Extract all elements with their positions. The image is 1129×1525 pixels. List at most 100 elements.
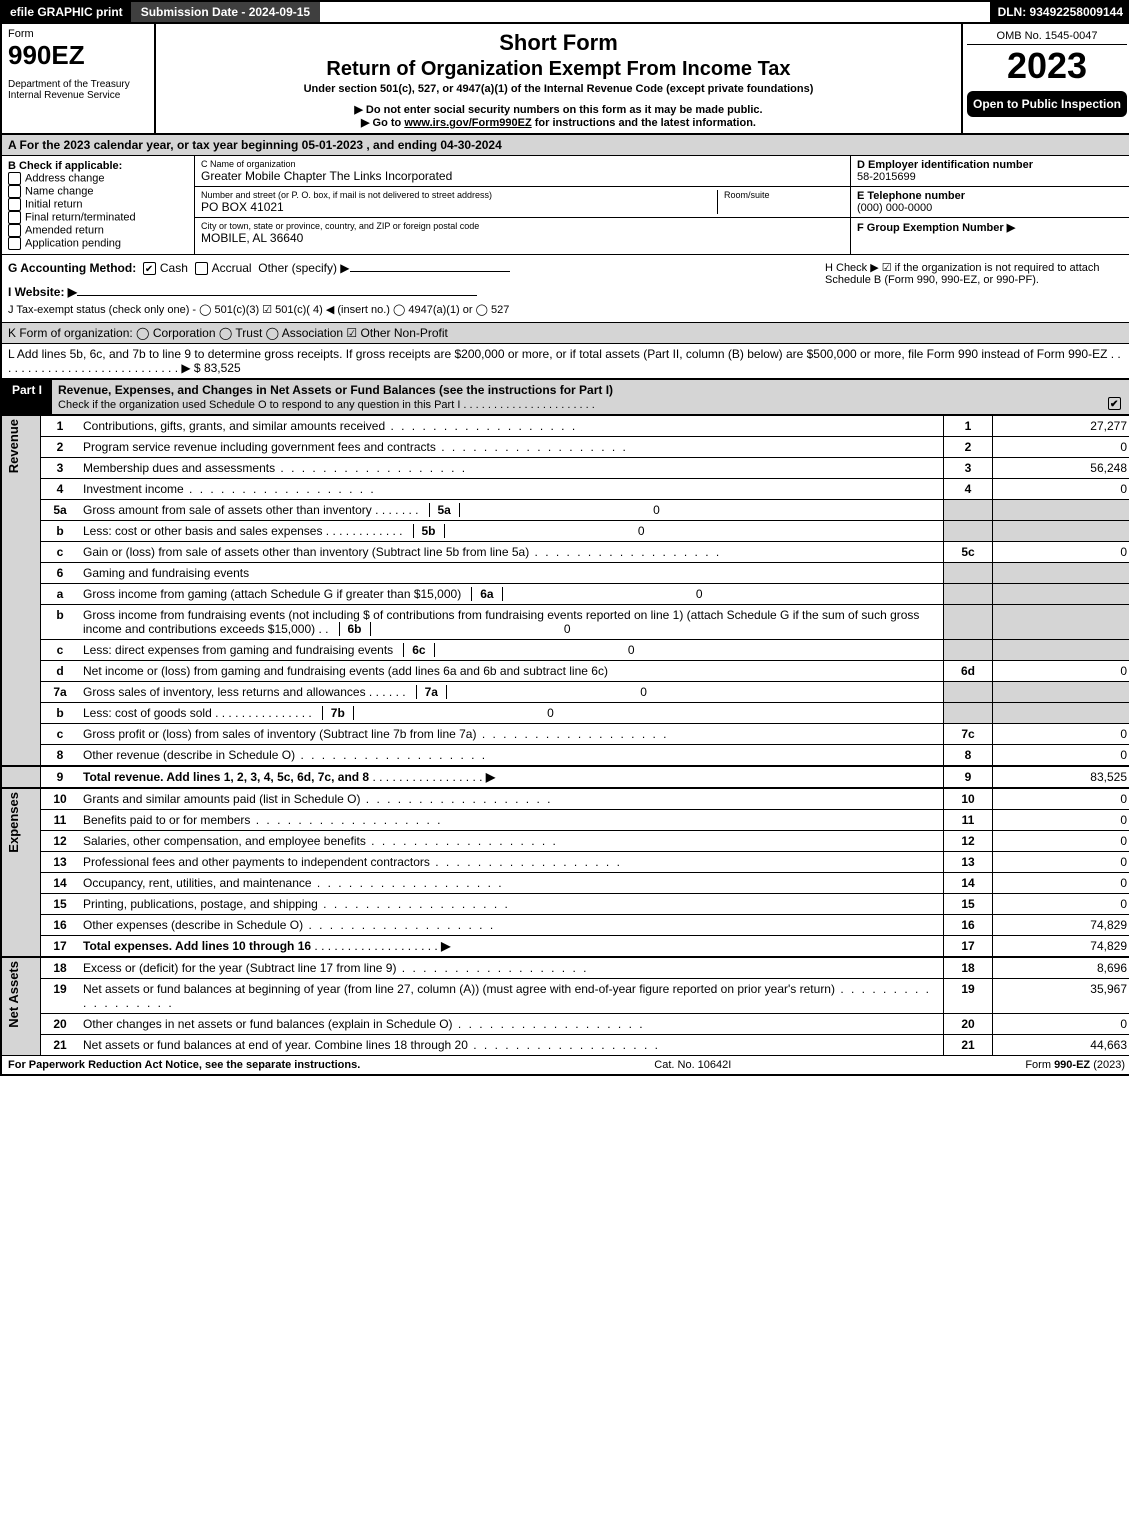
val-5c: 0	[993, 542, 1129, 563]
desc-6a: Gross income from gaming (attach Schedul…	[79, 584, 944, 605]
val-6d: 0	[993, 661, 1129, 682]
department: Department of the Treasury Internal Reve…	[8, 79, 148, 101]
box-1: 1	[944, 416, 993, 437]
topbar: efile GRAPHIC print Submission Date - 20…	[2, 2, 1129, 24]
valgrey-6c	[993, 640, 1129, 661]
note-goto-suffix: for instructions and the latest informat…	[532, 117, 756, 129]
cash-label: Cash	[160, 261, 188, 275]
cb-address-change[interactable]: Address change	[8, 172, 188, 185]
ln-17: 17	[41, 936, 80, 958]
sidebar-expenses: Expenses	[2, 788, 41, 957]
val-21: 44,663	[993, 1035, 1129, 1056]
valgrey-5b	[993, 521, 1129, 542]
desc-3: Membership dues and assessments	[79, 458, 944, 479]
header: Form 990EZ Department of the Treasury In…	[2, 24, 1129, 135]
header-col2: Short Form Return of Organization Exempt…	[156, 24, 961, 133]
cb-schedule-o[interactable]	[1108, 397, 1121, 410]
desc-16: Other expenses (describe in Schedule O)	[79, 915, 944, 936]
val-10: 0	[993, 788, 1129, 810]
val-13: 0	[993, 852, 1129, 873]
val-19: 35,967	[993, 979, 1129, 1014]
ln-9: 9	[41, 766, 80, 788]
g-label: G Accounting Method:	[8, 261, 136, 275]
box-15: 15	[944, 894, 993, 915]
desc-10: Grants and similar amounts paid (list in…	[79, 788, 944, 810]
block-bc: B Check if applicable: Address change Na…	[2, 156, 1129, 255]
room-label: Room/suite	[724, 190, 844, 200]
submission-date: Submission Date - 2024-09-15	[131, 2, 320, 22]
form-label: Form	[8, 28, 148, 40]
box-16: 16	[944, 915, 993, 936]
ln-13: 13	[41, 852, 80, 873]
valgrey-6a	[993, 584, 1129, 605]
ln-5a: 5a	[41, 500, 80, 521]
val-3: 56,248	[993, 458, 1129, 479]
box-12: 12	[944, 831, 993, 852]
box-11: 11	[944, 810, 993, 831]
c-addr-label: Number and street (or P. O. box, if mail…	[201, 190, 717, 200]
cb-final-return[interactable]: Final return/terminated	[8, 211, 188, 224]
boxgrey-6b	[944, 605, 993, 640]
form-990ez: efile GRAPHIC print Submission Date - 20…	[0, 0, 1129, 1076]
col-b: B Check if applicable: Address change Na…	[2, 156, 195, 254]
ln-15: 15	[41, 894, 80, 915]
sidebar-rev-end	[2, 766, 41, 788]
desc-11: Benefits paid to or for members	[79, 810, 944, 831]
valgrey-7a	[993, 682, 1129, 703]
irs-link[interactable]: www.irs.gov/Form990EZ	[404, 117, 531, 129]
box-6d: 6d	[944, 661, 993, 682]
desc-19: Net assets or fund balances at beginning…	[79, 979, 944, 1014]
ln-16: 16	[41, 915, 80, 936]
c-addr-cell: Number and street (or P. O. box, if mail…	[195, 187, 850, 218]
footer-left: For Paperwork Reduction Act Notice, see …	[8, 1059, 360, 1071]
header-col1: Form 990EZ Department of the Treasury In…	[2, 24, 156, 133]
ein-value: 58-2015699	[857, 171, 1125, 183]
part-i-title-text: Revenue, Expenses, and Changes in Net As…	[58, 383, 613, 397]
desc-20: Other changes in net assets or fund bala…	[79, 1014, 944, 1035]
cb-amended-return[interactable]: Amended return	[8, 224, 188, 237]
cb-application-pending[interactable]: Application pending	[8, 237, 188, 250]
row-k: K Form of organization: ◯ Corporation ◯ …	[2, 323, 1129, 344]
ln-7a: 7a	[41, 682, 80, 703]
val-14: 0	[993, 873, 1129, 894]
cb-name-change[interactable]: Name change	[8, 185, 188, 198]
cb-cash[interactable]	[143, 262, 156, 275]
c-city-label: City or town, state or province, country…	[201, 221, 844, 231]
part-i-title: Revenue, Expenses, and Changes in Net As…	[52, 380, 1129, 414]
title-return: Return of Organization Exempt From Incom…	[164, 58, 953, 81]
omb-number: OMB No. 1545-0047	[967, 28, 1127, 45]
box-18: 18	[944, 957, 993, 979]
box-8: 8	[944, 745, 993, 767]
org-city: MOBILE, AL 36640	[201, 231, 844, 245]
boxgrey-6a	[944, 584, 993, 605]
boxgrey-6c	[944, 640, 993, 661]
val-11: 0	[993, 810, 1129, 831]
desc-9: Total revenue. Add lines 1, 2, 3, 4, 5c,…	[79, 766, 944, 788]
ln-6c: c	[41, 640, 80, 661]
f-group-cell: F Group Exemption Number ▶	[851, 218, 1129, 237]
note-goto: ▶ Go to www.irs.gov/Form990EZ for instru…	[164, 116, 953, 129]
box-20: 20	[944, 1014, 993, 1035]
note-goto-prefix: ▶ Go to	[361, 117, 404, 129]
footer-mid: Cat. No. 10642I	[654, 1059, 731, 1071]
row-gh: G Accounting Method: Cash Accrual Other …	[2, 255, 1129, 323]
netassets-label: Net Assets	[6, 961, 21, 1028]
ln-14: 14	[41, 873, 80, 894]
valgrey-5a	[993, 500, 1129, 521]
ln-1: 1	[41, 416, 80, 437]
desc-14: Occupancy, rent, utilities, and maintena…	[79, 873, 944, 894]
desc-6: Gaming and fundraising events	[79, 563, 944, 584]
org-name: Greater Mobile Chapter The Links Incorpo…	[201, 169, 844, 183]
val-2: 0	[993, 437, 1129, 458]
ln-19: 19	[41, 979, 80, 1014]
desc-8: Other revenue (describe in Schedule O)	[79, 745, 944, 767]
desc-2: Program service revenue including govern…	[79, 437, 944, 458]
cb-initial-return[interactable]: Initial return	[8, 198, 188, 211]
desc-6c: Less: direct expenses from gaming and fu…	[79, 640, 944, 661]
val-8: 0	[993, 745, 1129, 767]
cb-accrual[interactable]	[195, 262, 208, 275]
title-short-form: Short Form	[164, 30, 953, 56]
ln-7c: c	[41, 724, 80, 745]
box-4: 4	[944, 479, 993, 500]
accrual-label: Accrual	[212, 261, 252, 275]
